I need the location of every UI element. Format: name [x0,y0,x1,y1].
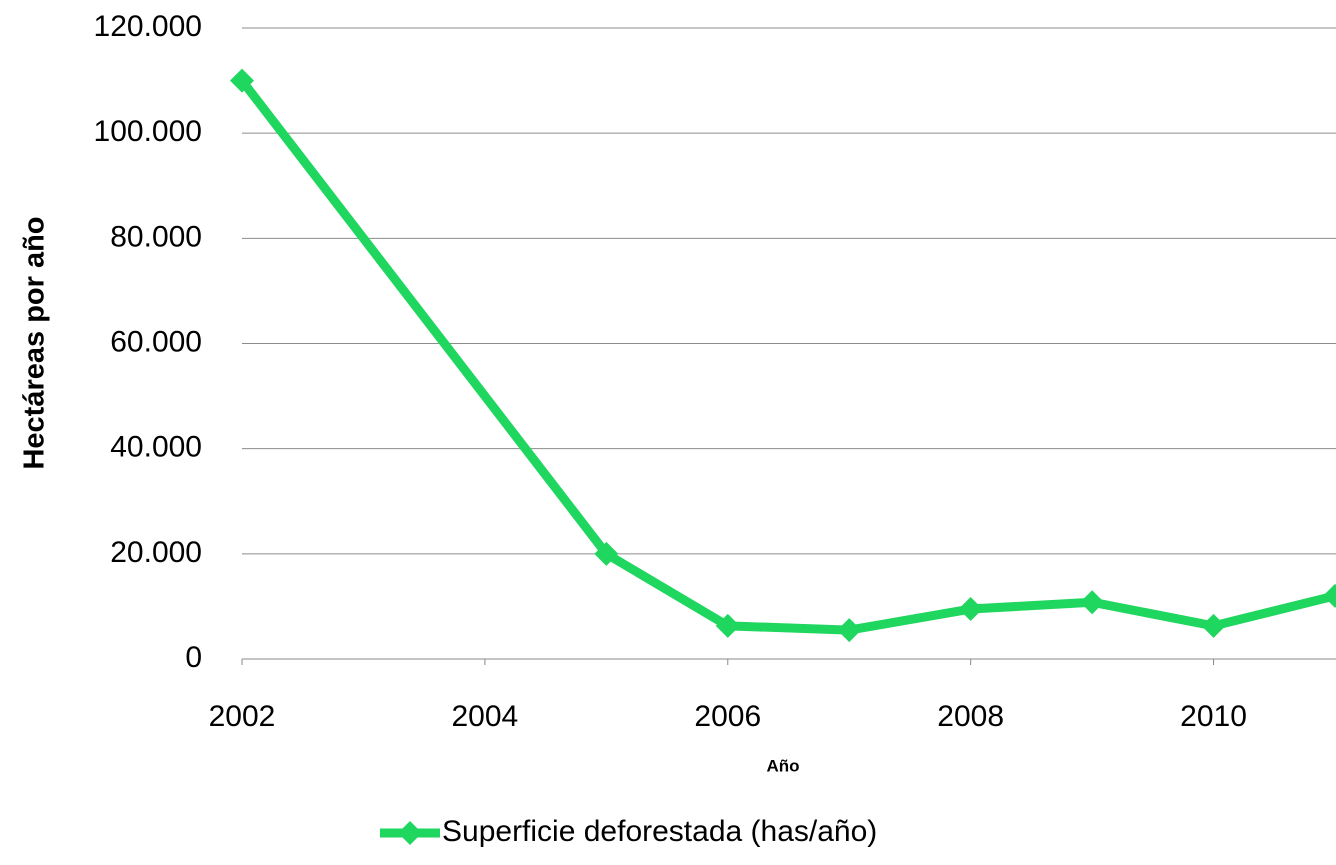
y-tick-label: 80.000 [110,220,202,253]
y-tick-label: 100.000 [94,115,202,148]
data-point [1323,583,1336,608]
data-point [594,541,619,566]
x-tick-label: 2002 [209,700,276,733]
y-tick-label: 60.000 [110,325,202,358]
x-tick-label: 2008 [937,700,1004,733]
x-tick-label: 2004 [452,700,519,733]
y-axis-title: Hectáreas por año [19,216,51,469]
data-point [715,613,740,638]
data-point [1201,613,1226,638]
y-tick-label: 0 [185,641,202,674]
y-tick-label: 20.000 [110,536,202,569]
data-point [230,68,254,93]
x-tick-label: 2010 [1180,700,1247,733]
data-point [837,618,862,643]
data-line [238,77,1336,635]
x-axis-title: Año [766,756,799,775]
legend-label: Superficie deforestada (has/año) [442,815,877,848]
y-tick-label: 120.000 [94,10,202,43]
y-tick-label: 40.000 [110,431,202,464]
x-tick-label: 2006 [694,700,761,733]
data-point [1080,590,1105,615]
legend-marker [398,821,422,845]
data-point [958,597,983,622]
